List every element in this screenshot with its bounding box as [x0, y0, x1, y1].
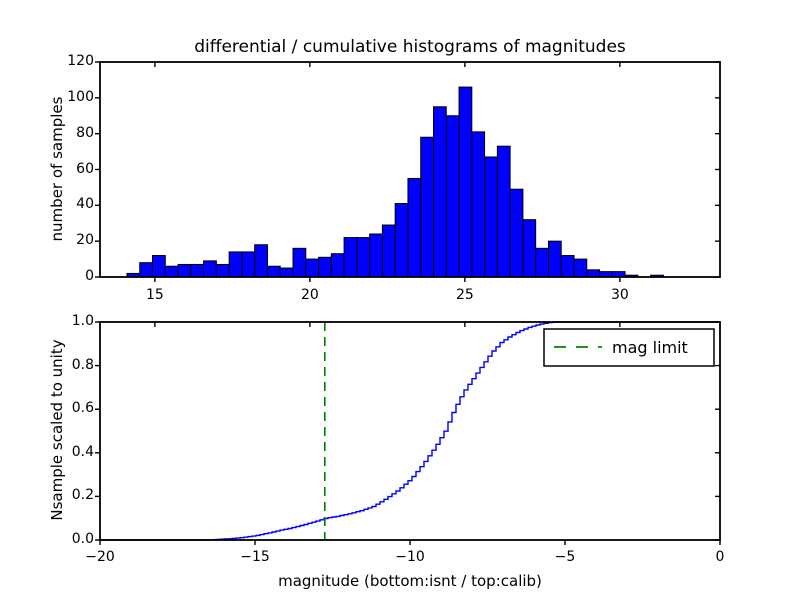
bottom-xtick-label: 0	[715, 549, 725, 565]
bottom-ytick-label: 0.8	[71, 356, 94, 373]
histogram-bar	[203, 260, 217, 278]
top-ytick-label: 0	[85, 268, 94, 284]
bottom-xtick-label: −20	[85, 549, 115, 565]
histogram-bar	[215, 263, 230, 278]
histogram-bar	[458, 86, 473, 278]
bottom-ytick-label: 0.4	[71, 443, 94, 460]
histogram-bar	[318, 256, 332, 278]
histogram-bar	[292, 247, 307, 278]
histogram-bar	[305, 258, 320, 278]
histogram-bar	[573, 258, 588, 278]
histogram-bar	[394, 203, 409, 278]
histogram-bar	[586, 269, 601, 278]
bottom-xtick-label: −5	[554, 549, 576, 565]
top-ytick-label: 120	[67, 53, 94, 69]
legend-label: mag limit	[612, 338, 688, 357]
histogram-bar	[407, 177, 422, 278]
histogram-bar	[330, 253, 345, 278]
histogram-bar	[509, 188, 524, 278]
histogram-bar	[484, 156, 498, 278]
histogram-bar	[266, 265, 281, 278]
legend-frame	[543, 328, 715, 367]
histogram-bar	[164, 265, 179, 278]
histogram-bar	[241, 251, 256, 278]
histogram-bar	[560, 255, 575, 278]
histogram-bar	[369, 233, 383, 278]
histogram-bar	[445, 115, 460, 278]
histogram-bar	[522, 219, 537, 278]
top-ytick-label: 40	[76, 196, 94, 213]
top-ytick-label: 60	[76, 160, 94, 177]
top-xtick-label: 25	[455, 287, 474, 303]
bottom-ytick-label: 0.2	[71, 487, 94, 504]
histogram-bar	[471, 131, 486, 278]
histogram-bar	[228, 251, 243, 278]
top-ytick-label: 20	[76, 232, 94, 249]
top-xtick-label: 20	[300, 287, 319, 303]
top-ytick-label: 80	[76, 124, 94, 141]
bottom-ytick-label: 1.0	[71, 313, 94, 329]
legend-box	[543, 328, 715, 367]
histogram-bar	[433, 106, 447, 278]
histogram-bar	[420, 136, 435, 278]
bottom-x-axis-label: magnitude (bottom:isnt / top:calib)	[278, 572, 542, 590]
bottom-xtick-label: −10	[395, 549, 425, 565]
bottom-ytick-label: 0.0	[71, 531, 94, 547]
histogram-bar	[547, 240, 562, 278]
histogram-bar	[139, 262, 154, 278]
histogram-bar	[254, 244, 268, 278]
histogram-bar	[152, 255, 166, 278]
top-ytick-label: 100	[67, 88, 94, 105]
top-xtick-label: 30	[610, 287, 629, 303]
bottom-xtick-label: −15	[240, 549, 270, 565]
top-xtick-label: 15	[145, 287, 164, 303]
histogram-bar	[496, 145, 511, 278]
bottom-ytick-label: 0.6	[71, 400, 94, 417]
histogram-bars	[126, 86, 664, 278]
histogram-bar	[356, 237, 371, 278]
histogram-bar	[343, 237, 358, 278]
plot-title: differential / cumulative histograms of …	[194, 37, 626, 57]
histogram-bar	[190, 263, 205, 278]
histogram-bar	[381, 224, 396, 278]
histogram-bar	[279, 267, 294, 278]
histogram-bar	[535, 247, 549, 278]
histogram-bar	[177, 263, 192, 278]
axes-ticks	[95, 61, 721, 545]
